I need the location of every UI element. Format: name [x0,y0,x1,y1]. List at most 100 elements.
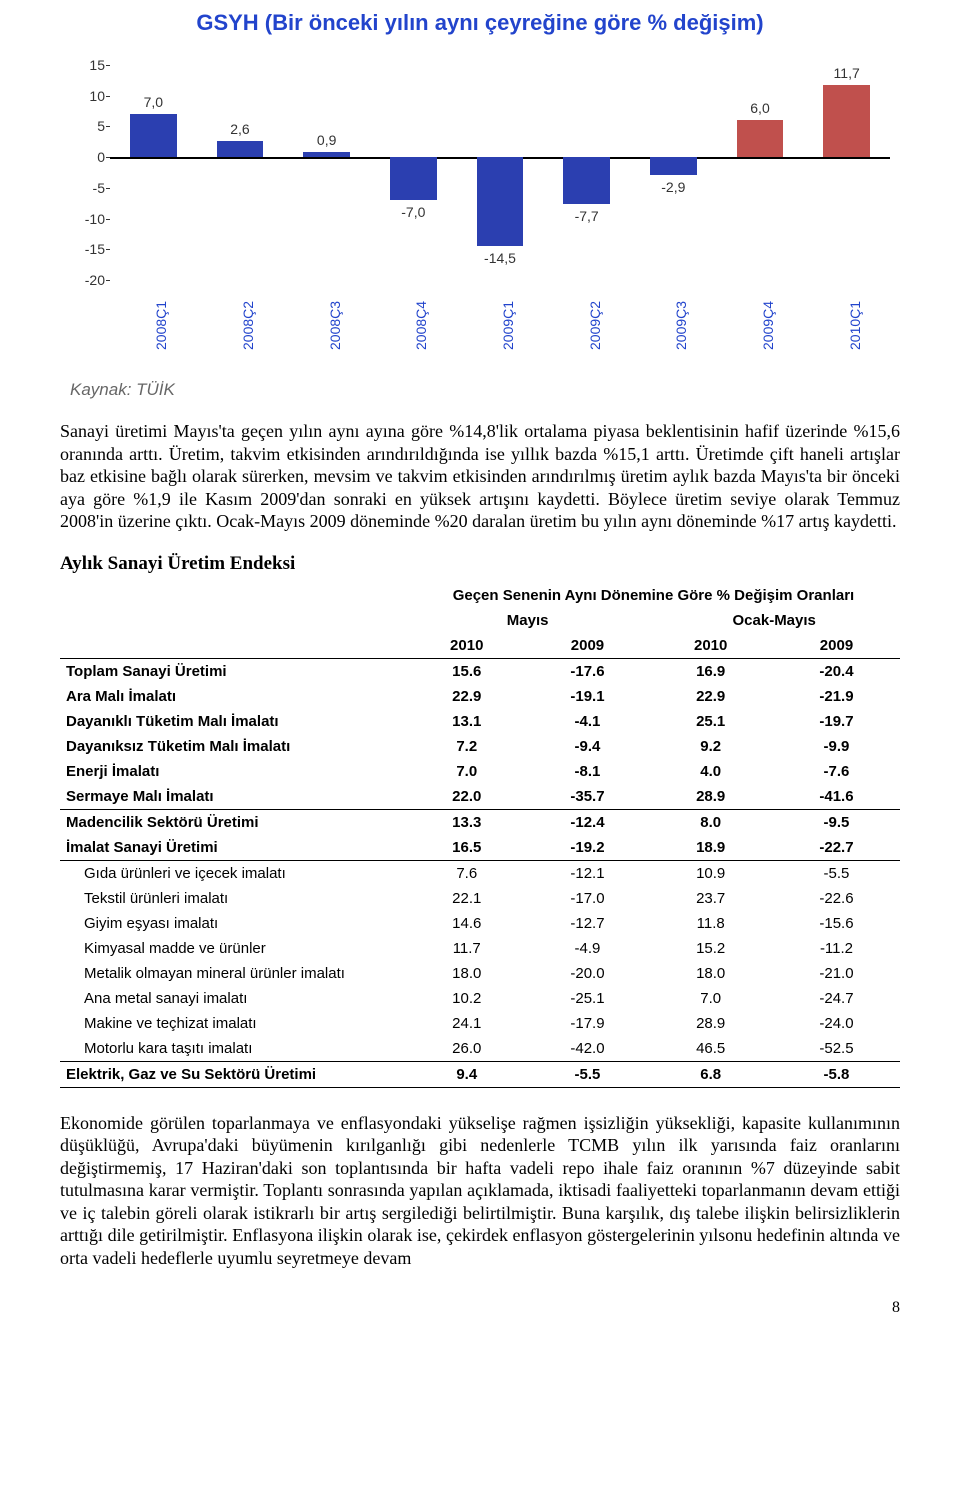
table-row: Ara Malı İmalatı22.9-19.122.9-21.9 [60,684,900,709]
table-row: Metalik olmayan mineral ürünler imalatı1… [60,961,900,986]
cell: -19.7 [773,709,900,734]
cell: 14.6 [407,911,527,936]
cell: -9.5 [773,809,900,835]
row-label: Dayanıklı Tüketim Malı İmalatı [60,709,407,734]
table-row: Giyim eşyası imalatı14.6-12.711.8-15.6 [60,911,900,936]
bar-value-label: 11,7 [834,65,860,81]
bar [303,152,350,158]
cell: -24.0 [773,1011,900,1036]
cell: -12.4 [527,809,649,835]
cell: 11.7 [407,936,527,961]
row-label: Metalik olmayan mineral ürünler imalatı [60,961,407,986]
cell: -17.6 [527,658,649,684]
cell: 10.2 [407,986,527,1011]
cell: 26.0 [407,1036,527,1062]
cell: 7.0 [648,986,773,1011]
cell: 9.2 [648,734,773,759]
table-row: Tekstil ürünleri imalatı22.1-17.023.7-22… [60,886,900,911]
cell: -5.5 [773,860,900,886]
bar-value-label: -7,0 [401,204,425,220]
page-number: 8 [60,1299,900,1317]
cell: -21.0 [773,961,900,986]
cell: -19.2 [527,835,649,861]
x-category-label: 2010Ç1 [847,301,863,350]
table-col-year: 2009 [527,633,649,659]
cell: 18.0 [407,961,527,986]
x-category-label: 2008Ç3 [327,301,343,350]
cell: -17.9 [527,1011,649,1036]
row-label: Kimyasal madde ve ürünler [60,936,407,961]
cell: 7.6 [407,860,527,886]
cell: -20.4 [773,658,900,684]
cell: -7.6 [773,759,900,784]
cell: -9.4 [527,734,649,759]
bar-value-label: -2,9 [661,179,685,195]
bar [823,85,870,157]
cell: 11.8 [648,911,773,936]
cell: -21.9 [773,684,900,709]
table-row: Gıda ürünleri ve içecek imalatı7.6-12.11… [60,860,900,886]
gdp-bar-chart: GSYH (Bir önceki yılın aynı çeyreğine gö… [60,10,900,330]
chart-title: GSYH (Bir önceki yılın aynı çeyreğine gö… [60,10,900,35]
row-label: Toplam Sanayi Üretimi [60,658,407,684]
body-paragraph-2: Ekonomide görülen toparlanmaya ve enflas… [60,1112,900,1270]
row-label: Tekstil ürünleri imalatı [60,886,407,911]
row-label: Sermaye Malı İmalatı [60,784,407,810]
row-label: Ara Malı İmalatı [60,684,407,709]
x-category-label: 2008Ç4 [413,301,429,350]
cell: -41.6 [773,784,900,810]
table-col-year: 2009 [773,633,900,659]
cell: -5.8 [773,1061,900,1087]
x-category-label: 2008Ç2 [240,301,256,350]
table-row: Elektrik, Gaz ve Su Sektörü Üretimi9.4 -5… [60,1061,900,1087]
cell: 24.1 [407,1011,527,1036]
y-tick-label: 5 [60,118,105,134]
plot-area: -20-15-10-50510157,02008Ç12,62008Ç20,920… [110,65,890,280]
table-group-header: Ocak-Mayıs [648,608,900,633]
row-label: Makine ve teçhizat imalatı [60,1011,407,1036]
cell: -15.6 [773,911,900,936]
row-label: İmalat Sanayi Üretimi [60,835,407,861]
bar [477,157,524,246]
section-heading: Aylık Sanayi Üretim Endeksi [60,553,900,575]
cell: -35.7 [527,784,649,810]
cell: 6.8 [648,1061,773,1087]
table-row: Madencilik Sektörü Üretimi13.3-12.48.0-9… [60,809,900,835]
cell: 22.1 [407,886,527,911]
cell: 7.0 [407,759,527,784]
y-tick-label: 10 [60,88,105,104]
cell: 10.9 [648,860,773,886]
cell: -24.7 [773,986,900,1011]
x-category-label: 2009Ç2 [587,301,603,350]
x-category-label: 2008Ç1 [153,301,169,350]
row-label: Elektrik, Gaz ve Su Sektörü Üretimi [60,1061,407,1087]
cell: 18.0 [648,961,773,986]
body-paragraph-1: Sanayi üretimi Mayıs'ta geçen yılın aynı… [60,420,900,533]
cell: 9.4 [407,1061,527,1087]
cell: -42.0 [527,1036,649,1062]
bar-value-label: 2,6 [230,121,249,137]
bar-value-label: 0,9 [317,132,336,148]
cell: 16.5 [407,835,527,861]
cell: 13.1 [407,709,527,734]
row-label: Giyim eşyası imalatı [60,911,407,936]
cell: 23.7 [648,886,773,911]
cell: -11.2 [773,936,900,961]
cell: 22.9 [648,684,773,709]
cell: -12.1 [527,860,649,886]
cell: -25.1 [527,986,649,1011]
bar [737,120,784,157]
table-row: Ana metal sanayi imalatı10.2-25.17.0-24.… [60,986,900,1011]
table-row: İmalat Sanayi Üretimi16.5-19.218.9-22.7 [60,835,900,861]
cell: 16.9 [648,658,773,684]
bar-value-label: -7,7 [575,208,599,224]
x-category-label: 2009Ç3 [673,301,689,350]
cell: 7.2 [407,734,527,759]
cell: 28.9 [648,1011,773,1036]
bar [217,141,264,157]
y-tick-label: -10 [60,211,105,227]
table-row: Motorlu kara taşıtı imalatı26.0-42.046.5… [60,1036,900,1062]
y-tick-label: 15 [60,57,105,73]
table-group-header: Mayıs [407,608,648,633]
table-super-header: Geçen Senenin Aynı Dönemine Göre % Değiş… [407,583,900,608]
